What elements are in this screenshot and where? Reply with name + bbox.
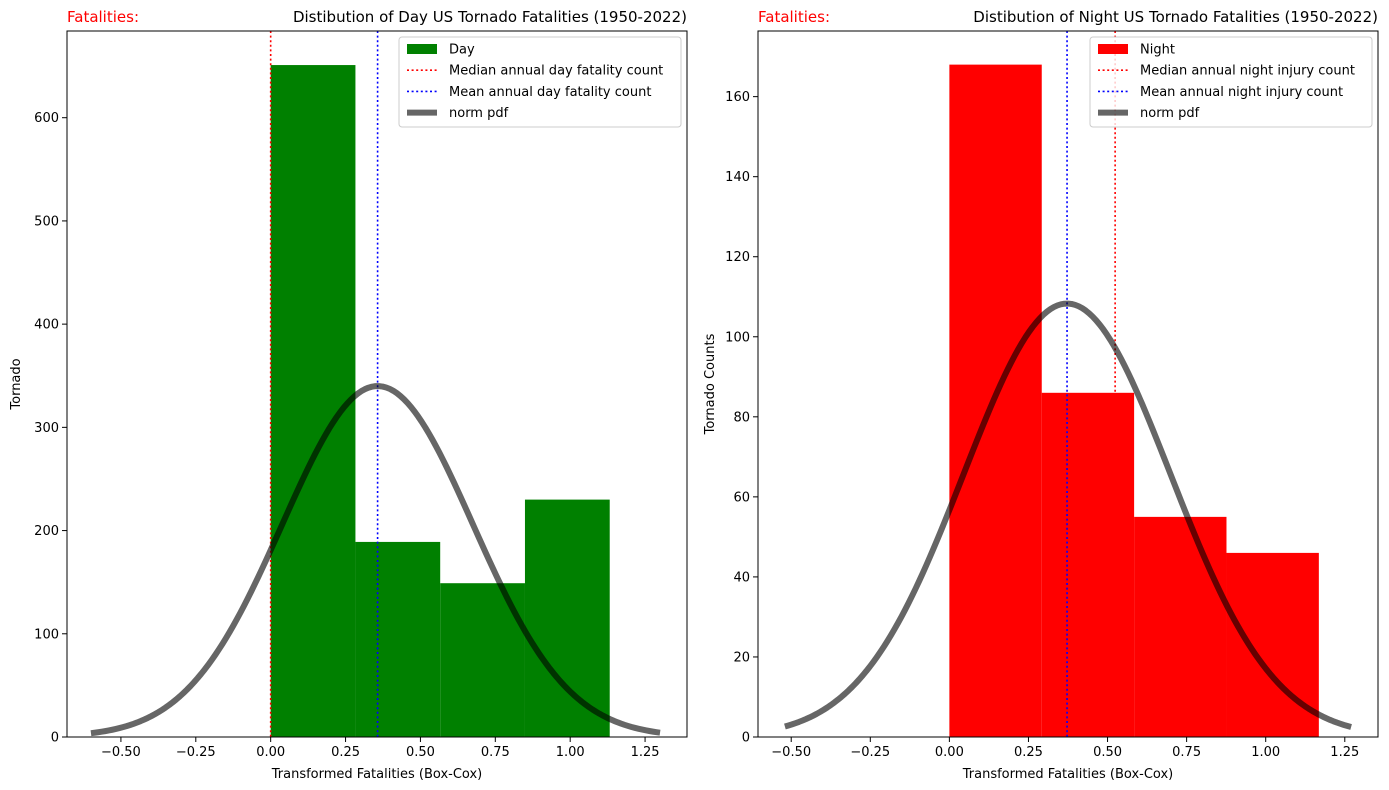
night-fatalities-chart: −0.50 −0.25 0.00 0.25 0.50 0.75 1.00 1.25 0 20 40 6…: [703, 8, 1379, 782]
chart-tag: Fatalities:: [67, 8, 139, 26]
y-tick-label: 100: [34, 627, 59, 642]
y-tick-label: 0: [742, 731, 750, 746]
x-tick-label: 0.50: [406, 745, 435, 760]
legend-box: [1089, 36, 1373, 128]
histogram-bar: [524, 499, 610, 737]
legend: Day Median annual day fatality count Mean …: [398, 36, 682, 128]
norm-pdf-curve: [784, 300, 1352, 730]
y-tick-label: 160: [725, 90, 750, 105]
chart-title: Distibution of Day US Tornado Fatalities…: [293, 8, 687, 26]
legend-swatch: [407, 44, 437, 54]
axes-frame: [66, 30, 688, 738]
y-tick-label: 0: [51, 731, 59, 746]
y-axis-label: Tornado: [9, 358, 24, 410]
x-tick-label: 1.00: [1251, 745, 1280, 760]
histogram-bar: [270, 65, 356, 737]
y-tick-label: 80: [733, 410, 750, 425]
y-tick-label: 300: [34, 421, 59, 436]
x-tick-label: −0.25: [850, 745, 890, 760]
x-tick-label: 0.00: [256, 745, 285, 760]
y-tick-label: 400: [34, 318, 59, 333]
x-tick-label: 0.25: [331, 745, 360, 760]
y-tick-label: 60: [733, 490, 750, 505]
histogram-bar: [355, 541, 441, 737]
chart-title: Distibution of Night US Tornado Fataliti…: [973, 8, 1378, 26]
y-tick-label: 40: [733, 570, 750, 585]
legend-entry-label: Day: [449, 43, 475, 58]
x-tick-label: 0.25: [1014, 745, 1043, 760]
x-tick-label: 0.75: [1172, 745, 1201, 760]
y-tick-label: 100: [725, 330, 750, 345]
legend-entry-label: norm pdf: [1140, 106, 1200, 121]
legend-entry-label: Median annual day fatality count: [449, 64, 663, 79]
day-fatalities-chart: −0.50 −0.25 0.00 0.25 0.50 0.75 1.00 1.25 0 100 20…: [9, 8, 688, 782]
legend-entry-label: Mean annual night injury count: [1140, 85, 1343, 100]
x-tick-label: 1.00: [556, 745, 585, 760]
x-axis-label: Transformed Fatalities (Box-Cox): [271, 767, 483, 782]
y-tick-label: 500: [34, 214, 59, 229]
x-tick-label: 0.00: [935, 745, 964, 760]
norm-pdf-curve: [90, 383, 661, 737]
legend-entry-label: Night: [1140, 43, 1175, 58]
histogram-bar: [1041, 392, 1135, 737]
plot-area: [784, 31, 1352, 737]
x-tick-label: 0.75: [481, 745, 510, 760]
x-tick-label: 1.25: [1330, 745, 1359, 760]
plot-area: [90, 31, 661, 737]
legend: Night Median annual night injury count Mea…: [1089, 36, 1373, 128]
x-tick-label: −0.50: [101, 745, 141, 760]
legend-box: [398, 36, 682, 128]
x-tick-label: −0.50: [771, 745, 811, 760]
y-tick-label: 20: [733, 650, 750, 665]
y-axis-label: Tornado Counts: [703, 333, 718, 435]
legend-swatch: [1098, 44, 1128, 54]
axes-frame: [757, 30, 1379, 738]
x-tick-label: 0.50: [1093, 745, 1122, 760]
legend-entry-label: Median annual night injury count: [1140, 64, 1355, 79]
x-tick-label: −0.25: [176, 745, 216, 760]
y-tick-label: 200: [34, 524, 59, 539]
legend-entry-label: norm pdf: [449, 106, 509, 121]
y-tick-label: 600: [34, 111, 59, 126]
legend-entry-label: Mean annual day fatality count: [449, 85, 651, 100]
histogram-bar: [1134, 516, 1227, 737]
y-tick-label: 120: [725, 250, 750, 265]
y-tick-label: 140: [725, 170, 750, 185]
chart-tag: Fatalities:: [758, 8, 830, 26]
x-axis-label: Transformed Fatalities (Box-Cox): [962, 767, 1174, 782]
x-tick-label: 1.25: [631, 745, 660, 760]
